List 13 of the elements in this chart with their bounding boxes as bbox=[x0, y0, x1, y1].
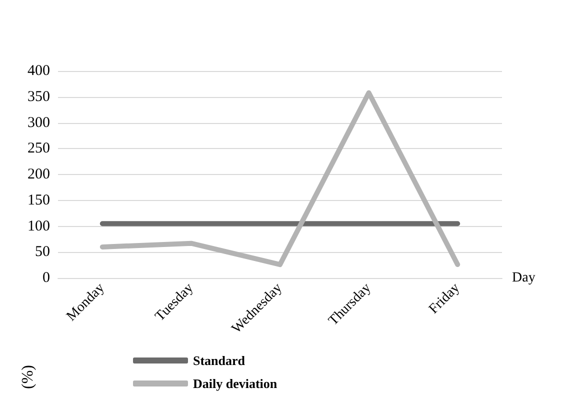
y-tick-label: 0 bbox=[42, 270, 50, 286]
y-tick-label: 150 bbox=[28, 192, 50, 208]
y-tick-label: 300 bbox=[28, 114, 50, 131]
y-tick-label: 200 bbox=[28, 166, 50, 182]
y-tick-label: 350 bbox=[28, 88, 50, 105]
y-tick-label: 100 bbox=[28, 218, 50, 234]
y-axis-title: (%) bbox=[20, 365, 36, 389]
y-tick-label: 250 bbox=[28, 140, 50, 157]
y-tick-label: 50 bbox=[35, 244, 50, 260]
legend-label: Standard bbox=[193, 353, 246, 368]
legend-label: Daily deviation bbox=[193, 376, 278, 391]
x-axis-title: Day bbox=[512, 270, 536, 286]
y-tick-label: 400 bbox=[28, 63, 50, 79]
